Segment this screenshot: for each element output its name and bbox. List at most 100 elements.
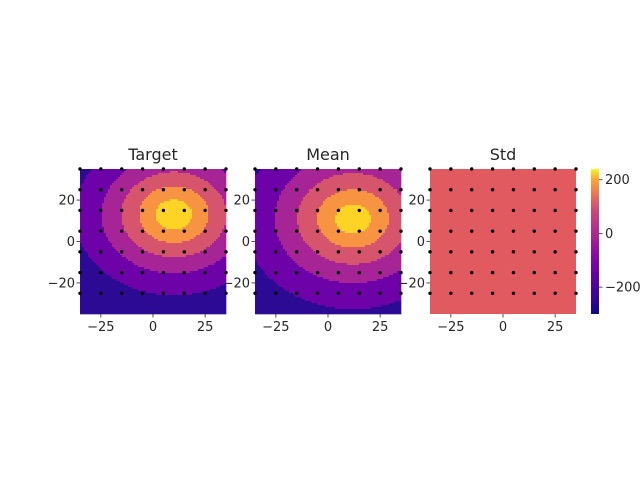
contour-cell [112,233,115,236]
contour-cell [198,201,201,204]
contour-cell [220,181,223,184]
contour-cell [164,191,167,194]
contour-cell [138,287,141,290]
contour-cell [136,261,139,264]
contour-cell [210,181,213,184]
contour-cell [80,191,83,194]
contour-cell [152,229,155,232]
contour-cell [124,209,127,212]
contour-cell [174,279,177,282]
contour-cell [80,223,83,226]
contour-cell [174,301,177,304]
contour-cell [168,273,171,276]
contour-cell [122,275,125,278]
contour-cell [182,197,185,200]
contour-cell [124,211,127,214]
contour-cell [96,267,99,270]
contour-cell [116,195,119,198]
contour-cell [102,181,105,184]
contour-cell [170,263,173,266]
contour-cell [208,271,211,274]
contour-cell [186,239,189,242]
contour-cell [104,193,107,196]
contour-cell [186,293,189,296]
contour-cell [196,239,199,242]
contour-cell [186,247,189,250]
contour-cell [152,241,155,244]
contour-cell [112,275,115,278]
contour-cell [134,243,137,246]
contour-cell [134,293,137,296]
contour-cell [222,223,225,226]
contour-cell [224,299,227,302]
contour-cell [208,265,211,268]
contour-cell [86,201,89,204]
contour-cell [180,175,183,178]
contour-cell [170,227,173,230]
contour-cell [152,203,155,206]
contour-cell [144,185,147,188]
contour-cell [106,205,109,208]
contour-cell [100,193,103,196]
contour-cell [162,275,165,278]
contour-cell [110,269,113,272]
contour-cell [178,297,181,300]
contour-cell [190,229,193,232]
contour-cell [122,205,125,208]
contour-cell [208,263,211,266]
contour-cell [108,215,111,218]
contour-cell [88,169,91,172]
contour-cell [188,219,191,222]
contour-cell [108,205,111,208]
contour-cell [150,283,153,286]
contour-cell [148,271,151,274]
contour-cell [208,181,211,184]
contour-cell [80,303,83,306]
contour-cell [90,237,93,240]
contour-cell [92,171,95,174]
contour-cell [80,269,83,272]
contour-cell [198,173,201,176]
contour-cell [104,185,107,188]
contour-cell [112,295,115,298]
contour-cell [222,301,225,304]
contour-cell [194,263,197,266]
contour-cell [138,207,141,210]
contour-cell [140,217,143,220]
contour-cell [138,189,141,192]
contour-cell [100,285,103,288]
contour-cell [142,193,145,196]
contour-cell [98,237,101,240]
contour-cell [190,295,193,298]
contour-cell [80,213,83,216]
contour-cell [138,205,141,208]
contour-cell [136,189,139,192]
contour-cell [210,189,213,192]
contour-cell [194,251,197,254]
contour-cell [112,207,115,210]
contour-cell [114,239,117,242]
contour-cell [118,239,121,242]
contour-cell [82,175,85,178]
contour-cell [106,275,109,278]
contour-cell [206,213,209,216]
contour-cell [188,233,191,236]
contour-cell [126,275,129,278]
contour-cell [116,267,119,270]
contour-cell [192,273,195,276]
contour-cell [96,241,99,244]
contour-cell [214,217,217,220]
contour-cell [130,189,133,192]
contour-cell [138,231,141,234]
contour-cell [146,273,149,276]
contour-cell [164,233,167,236]
contour-cell [140,285,143,288]
contour-cell [106,213,109,216]
contour-cell [84,251,87,254]
contour-cell [210,197,213,200]
contour-cell [106,259,109,262]
contour-cell [180,183,183,186]
contour-cell [110,283,113,286]
contour-cell [104,201,107,204]
